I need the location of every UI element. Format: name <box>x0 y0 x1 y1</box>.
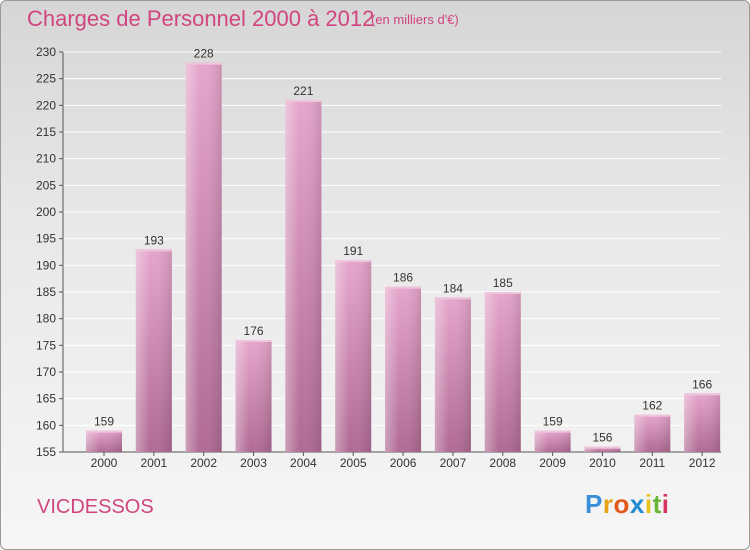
y-tick-label: 225 <box>36 72 56 86</box>
value-label: 191 <box>343 244 363 258</box>
y-tick-label: 175 <box>36 338 56 352</box>
value-label: 193 <box>144 233 164 247</box>
logo-letter: r <box>602 489 614 519</box>
logo-letter: i <box>644 489 653 519</box>
bar-top <box>434 297 471 300</box>
bar-top <box>335 260 372 262</box>
bar-top <box>235 340 272 342</box>
value-label: 159 <box>543 415 563 429</box>
value-label: 159 <box>94 415 114 429</box>
logo-letter: i <box>661 489 670 519</box>
bar-shade <box>434 297 471 452</box>
x-tick-label: 2002 <box>190 456 217 470</box>
bar-top <box>484 292 521 294</box>
y-tick-label: 195 <box>36 232 56 246</box>
value-label: 186 <box>393 271 413 285</box>
x-tick-label: 2000 <box>91 456 118 470</box>
y-tick-label: 200 <box>36 205 56 219</box>
x-tick-label: 2011 <box>639 456 665 470</box>
x-tick-label: 2005 <box>340 456 367 470</box>
bar-shade <box>235 340 272 452</box>
value-label: 162 <box>642 399 662 413</box>
bar-top <box>285 100 322 102</box>
bar-top <box>185 62 222 65</box>
bar-shade <box>684 393 721 452</box>
x-tick-label: 2012 <box>689 456 716 470</box>
x-tick-label: 2008 <box>489 456 516 470</box>
y-tick-label: 190 <box>36 258 56 272</box>
value-label: 228 <box>194 47 214 61</box>
y-tick-label: 210 <box>36 152 56 166</box>
value-label: 176 <box>244 324 264 338</box>
value-label: 156 <box>592 431 612 445</box>
x-tick-label: 2001 <box>140 456 167 470</box>
bar-top <box>385 286 422 289</box>
y-tick-label: 185 <box>36 285 56 299</box>
chart-title: Charges de Personnel 2000 à 2012 <box>27 6 375 31</box>
x-tick-label: 2004 <box>290 456 317 470</box>
value-label: 185 <box>493 276 513 290</box>
y-tick-label: 160 <box>36 418 56 432</box>
bar-shade <box>484 292 521 452</box>
x-tick-label: 2009 <box>539 456 566 470</box>
proxiti-logo: Proxiti <box>585 489 669 520</box>
logo-letter: o <box>613 489 630 519</box>
bar-layer <box>86 62 721 453</box>
x-tick-label: 2007 <box>440 456 467 470</box>
bar-shade <box>86 430 122 452</box>
bar-top <box>534 430 571 433</box>
value-label: 166 <box>692 377 712 391</box>
x-tick-label: 2010 <box>589 456 616 470</box>
y-tick-label: 170 <box>36 365 56 379</box>
bar-shade <box>584 446 621 452</box>
y-tick-label: 220 <box>36 98 56 112</box>
x-tick-label: 2003 <box>240 456 267 470</box>
y-tick-label: 155 <box>36 445 56 459</box>
bar-shade <box>185 62 222 453</box>
bar-top <box>86 430 122 433</box>
bar-shade <box>634 414 671 452</box>
y-tick-label: 205 <box>36 178 56 192</box>
bar-shade <box>335 260 372 452</box>
y-tick-label: 215 <box>36 125 56 139</box>
value-label: 184 <box>443 281 463 295</box>
bar-top <box>634 414 671 417</box>
bar-top <box>135 249 172 252</box>
chart-subtitle: (en milliers d'€) <box>371 12 459 27</box>
label-layer: 159 2000 193 2001 228 2002 176 2003 221 2004 191 20… <box>91 47 716 470</box>
bar-shade <box>135 249 172 452</box>
commune-name: VICDESSOS <box>37 496 154 518</box>
bar-shade <box>385 286 422 452</box>
bar-top <box>584 446 621 449</box>
y-tick-label: 230 <box>36 45 56 59</box>
y-tick-label: 180 <box>36 312 56 326</box>
x-tick-label: 2006 <box>390 456 417 470</box>
bar-shade <box>534 430 571 452</box>
value-label: 221 <box>293 84 313 98</box>
logo-letter: t <box>652 489 662 519</box>
bar-shade <box>285 100 322 452</box>
y-tick-label: 165 <box>36 392 56 406</box>
bar-top <box>684 393 721 396</box>
logo-letter: P <box>585 489 603 519</box>
logo-letter: x <box>629 489 645 519</box>
